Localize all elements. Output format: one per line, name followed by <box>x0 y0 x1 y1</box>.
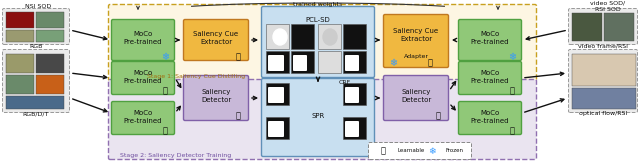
FancyBboxPatch shape <box>268 55 284 71</box>
FancyBboxPatch shape <box>383 76 449 120</box>
FancyBboxPatch shape <box>111 19 175 61</box>
Text: optical flow/RSI: optical flow/RSI <box>579 112 627 117</box>
FancyBboxPatch shape <box>184 76 248 120</box>
Text: Saliency Cue
Extractor: Saliency Cue Extractor <box>394 28 438 42</box>
Bar <box>6 54 34 73</box>
Bar <box>36 54 64 73</box>
Ellipse shape <box>323 29 337 45</box>
FancyBboxPatch shape <box>111 62 175 95</box>
Text: RGB: RGB <box>29 43 43 48</box>
Text: 🔥: 🔥 <box>509 127 515 136</box>
Text: 🔥: 🔥 <box>428 58 433 67</box>
Bar <box>36 12 64 28</box>
FancyBboxPatch shape <box>262 79 374 156</box>
Text: 🔥: 🔥 <box>236 112 241 120</box>
Bar <box>36 75 64 94</box>
Text: Stage 1: Saliency Cue Distilling: Stage 1: Saliency Cue Distilling <box>147 74 245 79</box>
FancyBboxPatch shape <box>109 80 536 160</box>
Bar <box>572 54 636 86</box>
Text: MoCo
Pre-trained: MoCo Pre-trained <box>471 110 509 124</box>
Bar <box>572 13 602 41</box>
FancyBboxPatch shape <box>3 9 70 44</box>
FancyBboxPatch shape <box>568 49 637 113</box>
Text: CRF: CRF <box>339 80 351 85</box>
Text: ❄: ❄ <box>428 147 436 156</box>
Bar <box>343 83 366 105</box>
Text: ❄: ❄ <box>161 52 169 62</box>
FancyBboxPatch shape <box>458 62 522 95</box>
FancyBboxPatch shape <box>383 14 449 67</box>
Text: 🔥: 🔥 <box>163 127 168 136</box>
Text: MoCo
Pre-trained: MoCo Pre-trained <box>124 110 163 124</box>
Text: ❄: ❄ <box>389 58 397 68</box>
FancyBboxPatch shape <box>184 19 248 61</box>
FancyBboxPatch shape <box>268 121 284 137</box>
FancyBboxPatch shape <box>293 55 307 71</box>
Bar <box>6 12 34 28</box>
Bar <box>291 24 314 49</box>
FancyBboxPatch shape <box>345 55 359 71</box>
FancyBboxPatch shape <box>109 5 536 80</box>
Text: ❄: ❄ <box>508 52 516 62</box>
Text: SPR: SPR <box>312 113 324 119</box>
Text: Saliency Cue
Extractor: Saliency Cue Extractor <box>193 31 239 45</box>
Bar <box>266 51 289 73</box>
Text: Saliency
Detector: Saliency Detector <box>401 89 431 103</box>
Text: NSI SOD: NSI SOD <box>25 4 51 9</box>
Bar <box>343 117 366 139</box>
Bar <box>343 51 366 73</box>
Bar <box>266 24 289 49</box>
FancyBboxPatch shape <box>345 121 359 137</box>
Text: MoCo
Pre-trained: MoCo Pre-trained <box>471 70 509 84</box>
Text: MoCo
Pre-trained: MoCo Pre-trained <box>124 70 163 84</box>
Bar <box>36 30 64 42</box>
Bar <box>6 75 34 94</box>
Bar <box>266 117 289 139</box>
FancyBboxPatch shape <box>262 6 374 77</box>
Bar <box>604 13 634 41</box>
Text: Learnable: Learnable <box>397 148 424 153</box>
FancyBboxPatch shape <box>568 9 637 44</box>
FancyBboxPatch shape <box>369 142 472 160</box>
FancyBboxPatch shape <box>268 87 284 103</box>
Bar <box>266 83 289 105</box>
FancyBboxPatch shape <box>458 19 522 61</box>
Text: 🔥: 🔥 <box>163 86 168 95</box>
Text: RGB/D/T: RGB/D/T <box>23 112 49 117</box>
FancyBboxPatch shape <box>345 87 359 103</box>
Bar <box>318 24 341 49</box>
Text: trained weights: trained weights <box>293 1 342 6</box>
Text: video SOD/
RSI SOD: video SOD/ RSI SOD <box>591 0 625 12</box>
Bar <box>6 96 64 109</box>
Text: Saliency
Detector: Saliency Detector <box>201 89 231 103</box>
Bar <box>6 30 34 42</box>
Text: Adapter: Adapter <box>403 53 429 58</box>
Text: video frame/RSI: video frame/RSI <box>578 43 628 48</box>
Text: MoCo
Pre-trained: MoCo Pre-trained <box>471 31 509 45</box>
Ellipse shape <box>273 29 287 45</box>
Text: MoCo
Pre-trained: MoCo Pre-trained <box>124 31 163 45</box>
FancyBboxPatch shape <box>3 49 70 113</box>
FancyBboxPatch shape <box>458 101 522 134</box>
Text: 🔥: 🔥 <box>435 112 440 120</box>
Text: Frozen: Frozen <box>446 148 464 153</box>
Text: 🔥: 🔥 <box>509 86 515 95</box>
FancyBboxPatch shape <box>111 101 175 134</box>
Bar <box>343 24 366 49</box>
Text: 🔥: 🔥 <box>381 147 385 156</box>
Text: Stage 2: Saliency Detector Training: Stage 2: Saliency Detector Training <box>120 152 231 157</box>
Bar <box>291 51 314 73</box>
Bar <box>572 88 636 109</box>
Bar <box>318 51 341 73</box>
Text: PCL-SD: PCL-SD <box>306 17 330 23</box>
Text: 🔥: 🔥 <box>236 52 241 62</box>
